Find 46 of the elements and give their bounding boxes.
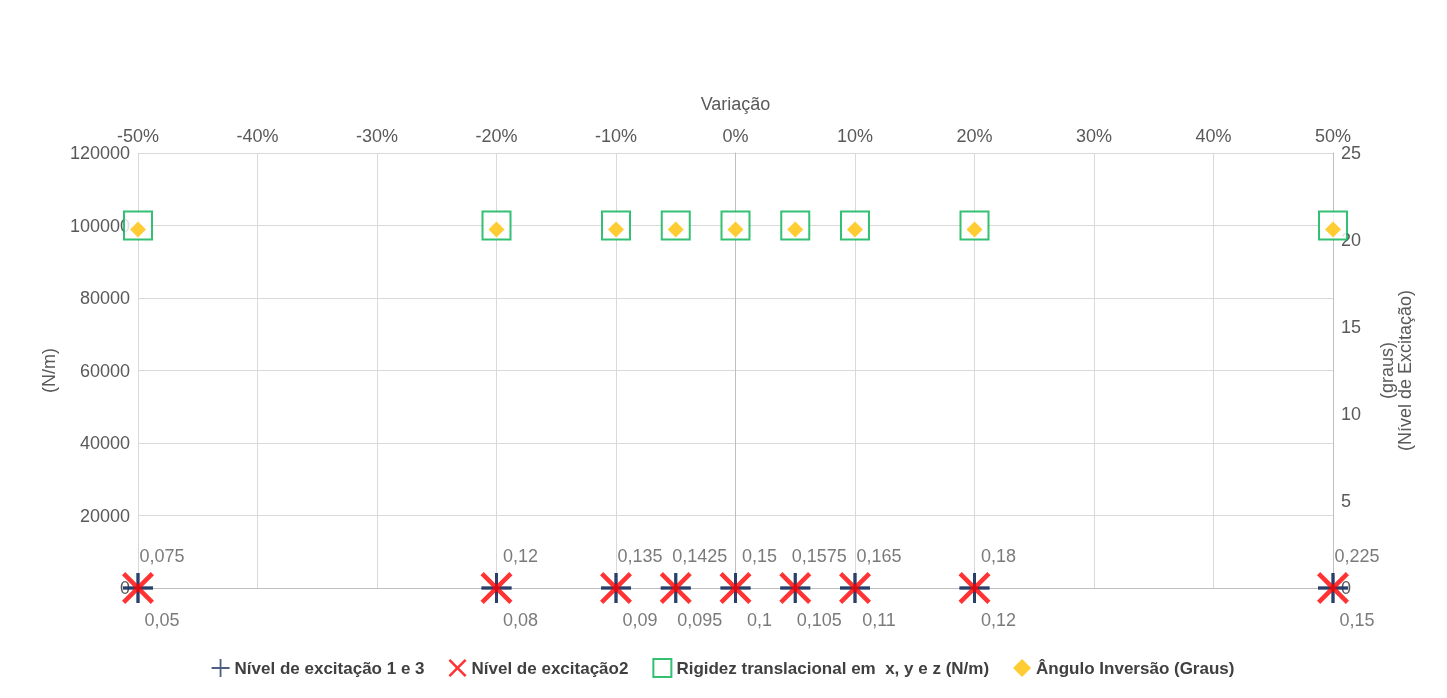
data-label: 0,05 — [144, 610, 180, 630]
data-label: 0,105 — [796, 610, 842, 630]
x-tick-label: -20% — [475, 126, 518, 146]
x-tick-label: -40% — [236, 126, 279, 146]
data-label: 0,095 — [677, 610, 723, 630]
data-label: 0,15 — [1339, 610, 1375, 630]
y2-tick-label: 5 — [1341, 491, 1352, 511]
legend-label: Ângulo Inversão (Graus) — [1036, 658, 1235, 678]
data-label: 0,18 — [980, 546, 1017, 566]
x-tick-label: -50% — [116, 126, 160, 146]
x-axis-title: Variação — [700, 94, 771, 114]
x-tick-label: 10% — [836, 126, 874, 146]
x-tick-label: 50% — [1314, 126, 1352, 146]
x-tick-label: 0% — [722, 126, 749, 146]
y2-axis-title: (graus) (Nível de Excitação) — [1377, 289, 1415, 452]
y2-tick-label: 10 — [1341, 404, 1362, 424]
data-label: 0,1575 — [791, 546, 847, 566]
x-tick-label: -30% — [355, 126, 399, 146]
y2-tick-label: 25 — [1341, 143, 1362, 163]
data-label: 0,075 — [139, 546, 185, 566]
y-axis-title: (N/m) — [39, 348, 59, 393]
data-label: 0,09 — [622, 610, 658, 630]
x-tick-label: 30% — [1075, 126, 1113, 146]
legend-label: Nível de excitação2 — [471, 658, 629, 678]
legend-label: Nível de excitação 1 e 3 — [234, 658, 425, 678]
x-tick-label: -10% — [594, 126, 638, 146]
data-label: 0,225 — [1334, 546, 1380, 566]
data-label: 0,135 — [617, 546, 663, 566]
y-tick-label: 80000 — [79, 288, 130, 308]
data-label: 0,12 — [980, 610, 1017, 630]
data-label: 0,12 — [502, 546, 539, 566]
x-tick-label: 20% — [956, 126, 993, 146]
data-label: 0,08 — [502, 610, 539, 630]
y2-tick-label: 20 — [1341, 230, 1362, 250]
data-label: 0,15 — [741, 546, 778, 566]
legend-label: Rigidez translacional em x, y e z (N/m) — [676, 658, 990, 678]
y2-tick-label: 15 — [1341, 317, 1362, 337]
data-label: 0,165 — [856, 546, 902, 566]
data-label: 0,11 — [862, 610, 896, 630]
data-label: 0,1425 — [672, 546, 728, 566]
data-label: 0,1 — [746, 610, 773, 630]
y-tick-label: 120000 — [69, 143, 130, 163]
x-tick-label: 40% — [1195, 126, 1232, 146]
y-tick-label: 40000 — [79, 433, 130, 453]
y-tick-label: 20000 — [79, 505, 130, 526]
y-tick-label: 60000 — [79, 360, 130, 381]
